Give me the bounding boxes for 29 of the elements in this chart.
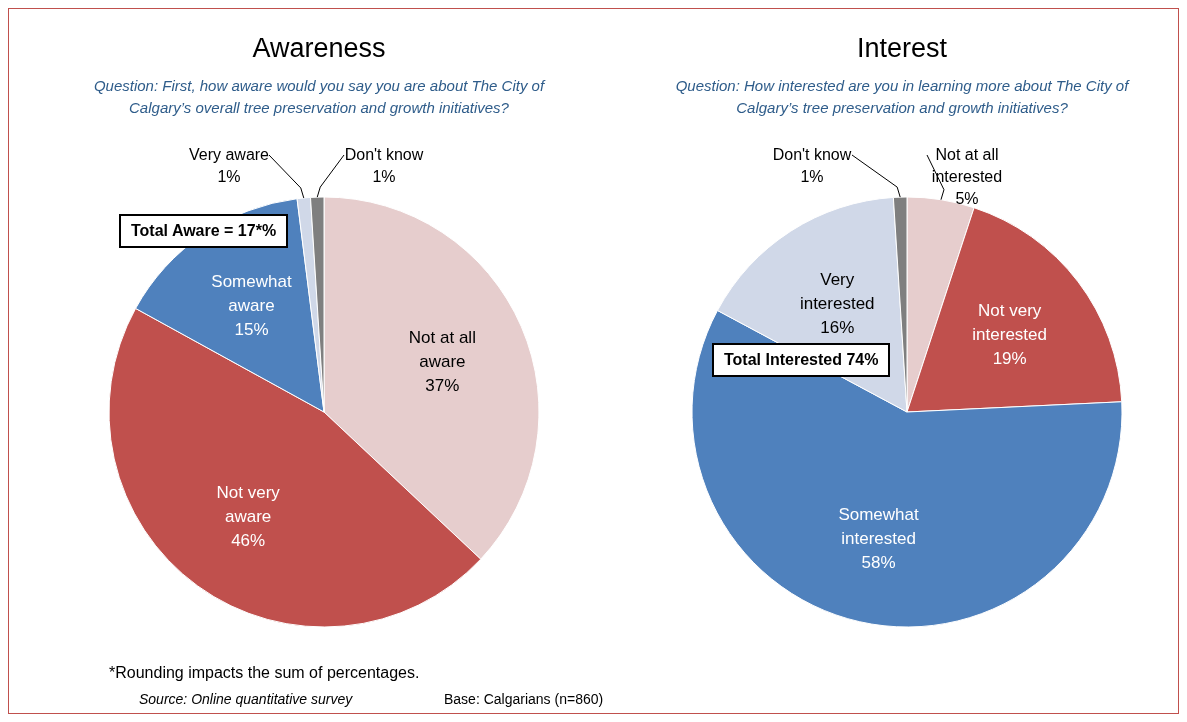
data-label: 46% <box>231 531 266 551</box>
text: Total Interested 74% <box>712 343 891 377</box>
data-label: 1% <box>800 168 824 185</box>
slice-label: Not very interested <box>972 300 1047 344</box>
chart-subtitle: Question: How interested are you in learning more about The City of Calgary’s tree preservation and growth initiatives? <box>674 76 1131 118</box>
data-label: 15% <box>234 320 269 340</box>
text: *Rounding impacts the sum of percentages. <box>109 664 420 682</box>
slice-label: Somewhat interested <box>838 504 920 548</box>
text: Total Aware = 17*% <box>119 214 289 248</box>
data-label: 1% <box>217 168 241 185</box>
slice-label: Don't know <box>344 146 424 163</box>
data-label: 58% <box>861 552 896 572</box>
slice-label: Somewhat aware <box>211 272 292 316</box>
data-label: 16% <box>820 318 855 338</box>
data-label: 1% <box>372 168 396 185</box>
slice-label: Very aware <box>188 146 270 163</box>
chart-title: Awareness <box>251 33 387 64</box>
slice-label: Very interested <box>799 270 875 314</box>
slice-label: Not very aware <box>216 483 281 527</box>
chart-subtitle: Question: First, how aware would you say you are about The City of Calgary’s overall tree preservation and growth initiatives? <box>92 76 547 118</box>
data-label: 5% <box>955 190 979 207</box>
slice-label: Don't know <box>772 146 852 163</box>
text: Base: Calgarians (n=860) <box>444 691 604 707</box>
data-label: 37% <box>425 375 460 395</box>
data-label: 19% <box>992 348 1027 368</box>
source-note: Source: Online quantitative survey <box>139 691 353 707</box>
slice-label: Not at all interested <box>931 146 1003 185</box>
slice-label: Not at all aware <box>408 327 476 371</box>
chart-title: Interest <box>855 33 948 64</box>
